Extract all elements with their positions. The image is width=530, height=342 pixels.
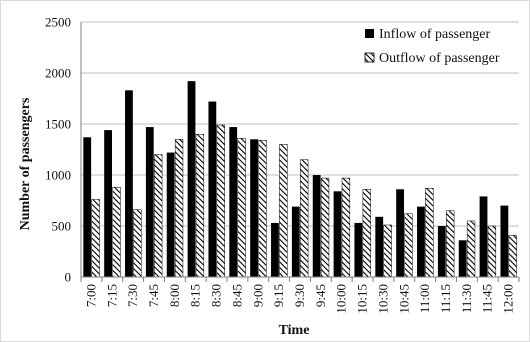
outflow-bar xyxy=(154,154,163,278)
inflow-bar xyxy=(145,127,154,277)
x-tick-label: 12:00 xyxy=(501,284,516,314)
outflow-bar xyxy=(425,188,434,278)
inflow-bar xyxy=(458,240,467,277)
inflow-bar xyxy=(312,175,321,277)
bars xyxy=(83,81,517,278)
outflow-bar xyxy=(383,224,392,278)
inflow-bar xyxy=(83,137,92,277)
x-tick-label: 9:45 xyxy=(313,284,328,307)
axes xyxy=(80,22,520,282)
x-tick-label: 9:30 xyxy=(292,284,307,307)
legend-label-outflow: Outflow of passenger xyxy=(379,51,500,66)
outflow-bar xyxy=(404,213,413,278)
legend-label-inflow: Inflow of passenger xyxy=(379,27,491,42)
x-tick-label: 10:15 xyxy=(355,284,370,314)
inflow-bar xyxy=(333,191,342,277)
outflow-bar xyxy=(300,159,309,278)
inflow-bar xyxy=(104,130,112,277)
inflow-bar xyxy=(354,222,363,277)
outflow-bar xyxy=(508,234,517,278)
y-tick-label: 2500 xyxy=(45,15,71,30)
y-tick-label: 2000 xyxy=(45,66,71,81)
x-tick-label: 8:30 xyxy=(209,284,224,307)
inflow-bar xyxy=(187,81,196,277)
inflow-bar xyxy=(250,139,258,277)
outflow-bar xyxy=(195,133,205,278)
outflow-bar xyxy=(91,199,100,278)
inflow-bar xyxy=(479,196,488,277)
y-tick-label: 1500 xyxy=(45,117,71,132)
x-tick-label: 9:00 xyxy=(250,284,265,307)
legend: Inflow of passenger Outflow of passenger xyxy=(364,27,500,66)
x-tick-label: 10:30 xyxy=(375,284,390,314)
outflow-bar xyxy=(237,138,246,278)
x-tick-label: 8:45 xyxy=(229,284,244,307)
y-tick-labels: 0 500 1000 1500 2000 2500 xyxy=(45,15,71,285)
x-tick-label: 10:45 xyxy=(396,284,411,314)
inflow-bar xyxy=(208,101,217,277)
inflow-bar xyxy=(229,127,238,277)
x-tick-label: 11:45 xyxy=(480,284,495,313)
y-axis-title: Number of passengers xyxy=(18,97,33,230)
inflow-bar xyxy=(271,222,279,277)
y-tick-label: 0 xyxy=(65,270,72,285)
legend-item-inflow: Inflow of passenger xyxy=(365,27,491,42)
inflow-bar xyxy=(417,206,425,277)
outflow-bar xyxy=(112,186,121,278)
outflow-bar xyxy=(133,209,142,278)
outflow-bar xyxy=(341,177,351,278)
x-tick-label: 7:00 xyxy=(83,284,98,307)
outflow-bar xyxy=(174,139,184,278)
inflow-bar xyxy=(500,205,509,277)
x-tick-label: 11:30 xyxy=(459,284,474,313)
x-tick-label: 8:00 xyxy=(167,284,182,307)
x-tick-label: 7:45 xyxy=(146,284,161,307)
x-tick-labels: 7:00 7:15 7:30 7:45 8:00 8:15 8:30 8:45 9:00 9:15… xyxy=(83,284,515,314)
inflow-bar xyxy=(166,152,175,277)
y-tick-label: 1000 xyxy=(45,168,71,183)
inflow-bar xyxy=(291,206,300,277)
outflow-bar xyxy=(258,140,267,278)
x-tick-label: 7:30 xyxy=(125,284,140,307)
inflow-bar xyxy=(437,226,446,277)
x-tick-label: 11:15 xyxy=(438,284,453,313)
inflow-bar xyxy=(125,90,133,277)
legend-item-outflow: Outflow of passenger xyxy=(364,51,500,66)
x-tick-label: 7:15 xyxy=(104,284,119,307)
legend-swatch-outflow xyxy=(364,52,375,63)
y-tick-label: 500 xyxy=(52,219,72,234)
x-tick-label: 10:00 xyxy=(334,284,349,314)
inflow-bar xyxy=(396,189,404,277)
x-axis-title: Time xyxy=(279,323,310,338)
outflow-bar xyxy=(446,210,455,278)
gridlines xyxy=(81,21,519,227)
outflow-bar xyxy=(487,225,497,278)
legend-swatch-inflow xyxy=(365,29,374,38)
x-tick-label: 8:15 xyxy=(188,284,203,307)
x-tick-label: 11:00 xyxy=(417,284,432,313)
outflow-bar xyxy=(279,144,288,278)
outflow-bar xyxy=(362,189,371,278)
x-tick-label: 9:15 xyxy=(271,284,286,307)
outflow-bar xyxy=(216,124,225,278)
outflow-bar xyxy=(466,220,476,278)
inflow-bar xyxy=(375,216,384,277)
outflow-bar xyxy=(320,177,330,278)
